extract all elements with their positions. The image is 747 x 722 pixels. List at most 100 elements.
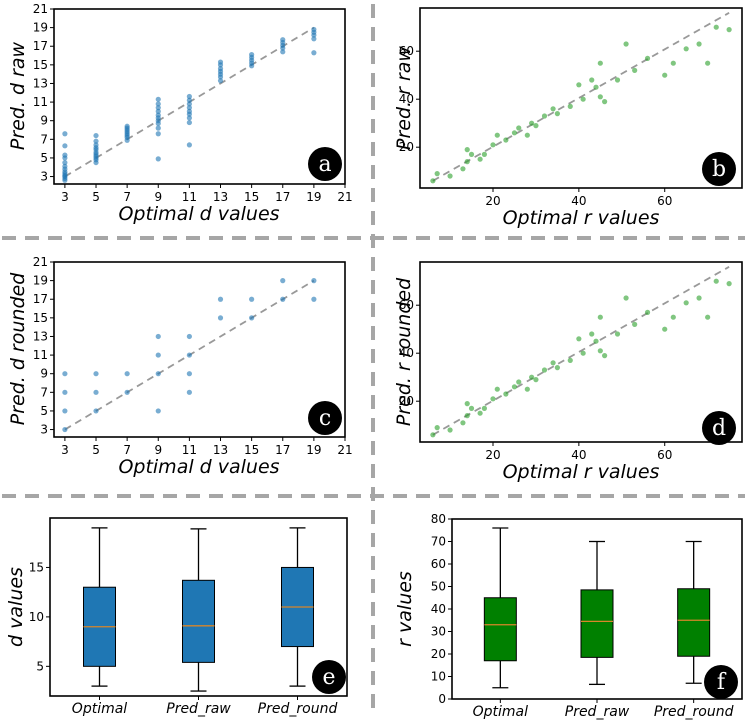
panel-f-box (580, 589, 614, 658)
panel-c-point (217, 315, 224, 321)
panel-b-point (614, 77, 621, 83)
panel-c: 3 5 7 9 11 13 15 17 19 21 3 5 7 9 11 13 15 17 19 21 Pred. d… (7, 255, 353, 478)
panel-a-point (124, 123, 130, 129)
panel-a-point (155, 131, 161, 137)
panel-d-point (511, 384, 518, 390)
panel-c-point (217, 296, 224, 302)
panel-f-ytick-label: 40 (431, 602, 446, 616)
panel-a-ytick-label: 15 (33, 58, 48, 72)
panel-a-xtick-label: 21 (337, 190, 352, 204)
panel-f-box (483, 597, 517, 662)
panel-b-point (533, 123, 539, 129)
panel-c-ytick-label: 9 (40, 367, 48, 381)
panel-c-letter-badge (308, 401, 342, 435)
panel-a-ytick-label: 17 (33, 39, 48, 53)
panel-a-point (186, 108, 192, 114)
panel-b-point (705, 60, 711, 66)
panel-d-point (580, 350, 586, 356)
panel-c-point (93, 408, 99, 414)
panel-a-point (186, 97, 192, 103)
panel-a-xtick-label: 3 (61, 190, 69, 204)
panel-a-point (155, 108, 161, 114)
panel-d-point (481, 405, 487, 411)
panel-b-point (576, 82, 582, 88)
panel-a-ytick-label: 7 (40, 132, 48, 146)
panel-f-plot: 0 10 20 30 40 50 60 70 80 Optimal Pred_raw Pred_rou… (431, 512, 743, 720)
panel-f-frame (451, 518, 743, 700)
panel-d-point (597, 314, 603, 320)
panel-b-point (554, 111, 560, 117)
panel-e-plot: 5 10 15 Optimal Pred_raw Pred_round (29, 517, 348, 717)
panel-c-xtick-label: 7 (123, 443, 131, 457)
panel-a-point (311, 36, 317, 42)
panel-b-point (550, 106, 556, 112)
panel-a-xtick-label: 9 (154, 190, 162, 204)
panel-d-ytick-label: 60 (399, 298, 414, 312)
panel-c-xtick-label: 15 (244, 443, 259, 457)
panel-b-xtick-label: 60 (657, 194, 672, 208)
panel-b-point (524, 132, 530, 138)
panel-b-plot: 20 40 60 20 40 60 (399, 7, 743, 208)
panel-a-frame (53, 8, 346, 185)
panel-a-point (311, 50, 317, 56)
panel-c-point (280, 296, 286, 302)
panel-c-xtick-label: 17 (275, 443, 290, 457)
panel-b-point (602, 99, 608, 105)
panel-d-point (662, 326, 668, 332)
panel-d-point (726, 281, 732, 287)
panel-f-ytick-label: 30 (431, 625, 446, 639)
panel-c-ytick-label: 19 (33, 274, 48, 288)
panel-f-ylabel: r values (394, 571, 416, 647)
panel-f-letter: f (717, 670, 727, 695)
panel-c-point (93, 371, 99, 377)
panel-d-point (503, 391, 509, 397)
panel-a-point (186, 115, 192, 121)
panel-a-ytick-label: 9 (40, 114, 48, 128)
panel-b-point (464, 147, 470, 153)
panel-d-xtick-label: 60 (657, 448, 672, 462)
panel-d-point (529, 374, 535, 380)
panel-f-ytick-label: 70 (431, 535, 446, 549)
panel-c-letter: c (319, 406, 331, 431)
panel-c-ytick-label: 7 (40, 385, 48, 399)
panel-a-letter: a (318, 152, 331, 177)
panel-b-xtick-label: 40 (571, 194, 586, 208)
panel-b-point (503, 137, 509, 143)
panel-b-point (434, 171, 440, 177)
panel-a-xtick-label: 7 (123, 190, 131, 204)
panel-b-diagonal-line (432, 12, 730, 182)
panel-d-ylabel: Pred. r rounded (393, 277, 415, 426)
panel-a-xtick-label: 5 (92, 190, 100, 204)
panel-a-point (93, 132, 99, 139)
panel-d-point (602, 353, 608, 359)
panel-b-point (460, 166, 466, 172)
panel-f: 0 10 20 30 40 50 60 70 80 Optimal Pred_raw Pred_rou… (394, 512, 743, 720)
panel-b-letter-badge (702, 152, 736, 186)
panel-f-ytick-label: 50 (431, 580, 446, 594)
panel-e-ylabel: d values (5, 567, 27, 647)
panel-e-ytick-label: 5 (36, 659, 44, 673)
panel-c-ytick-label: 3 (40, 423, 48, 437)
panel-a-point (62, 143, 68, 149)
panel-b-ytick-label: 60 (399, 44, 414, 58)
panel-d-point (550, 360, 556, 366)
panel-d-diagonal-line (432, 266, 730, 436)
panel-c-point (155, 371, 161, 377)
panel-a-point (280, 49, 286, 55)
panel-f-ytick-label: 20 (431, 647, 446, 661)
panel-e-letter-badge (312, 660, 346, 694)
panel-d-point (490, 396, 496, 402)
panel-c-point (62, 371, 68, 377)
panel-b-point (623, 41, 629, 47)
panel-c-point (249, 296, 255, 302)
panel-a-point (155, 112, 161, 118)
panel-c-point (311, 278, 317, 284)
panel-d-point (589, 331, 595, 337)
panel-a-point (62, 163, 68, 169)
panel-d-xtick-label: 40 (571, 448, 586, 462)
panel-d-point (713, 278, 719, 284)
panel-a-plot: 3 5 7 9 11 13 15 17 19 21 3 5 7 9 11 13 15 17 19 21 (33, 2, 353, 204)
panel-d-ytick-label: 40 (399, 346, 414, 360)
panel-d-point (614, 331, 621, 337)
panel-c-point (124, 371, 130, 377)
